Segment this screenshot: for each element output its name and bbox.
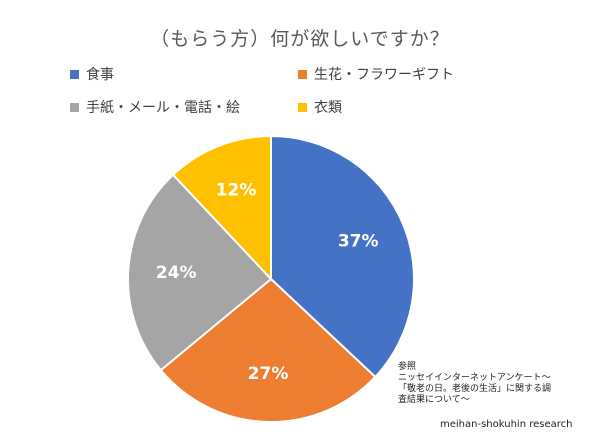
legend-item-clothing: 衣類: [298, 97, 550, 117]
legend-swatch-clothing: [298, 102, 307, 112]
legend-label-flowers: 生花・フラワーギフト: [314, 67, 454, 83]
chart-legend: 食事 生花・フラワーギフト 手紙・メール・電話・絵 衣類: [70, 64, 550, 117]
pie-slice-letters: [127, 173, 273, 372]
chart-title: （もらう方）何が欲しいですか？: [150, 28, 450, 50]
data-label-meal: 37%: [338, 231, 379, 251]
legend-swatch-meal: [70, 69, 79, 79]
source-line: ニッセイインターネットアンケート～: [398, 373, 551, 383]
legend-label-letters: 手紙・メール・電話・絵: [86, 100, 240, 116]
source-line: 参照: [398, 362, 417, 372]
pie-slice-meal: [270, 134, 415, 379]
legend-item-flowers: 生花・フラワーギフト: [298, 64, 550, 84]
legend-label-clothing: 衣類: [314, 100, 342, 116]
legend-swatch-flowers: [298, 69, 307, 79]
legend-swatch-letters: [70, 102, 79, 112]
data-label-letters: 24%: [156, 263, 197, 283]
credit-text: meihan-shokuhin research: [440, 419, 573, 430]
pie-slice-flowers: [159, 277, 377, 423]
source-note: 参照 ニッセイインターネットアンケート～ 「敬老の日。老後の生活」に関する調 査…: [398, 362, 598, 406]
data-label-clothing: 12%: [216, 181, 257, 201]
source-line: 査結果について～: [398, 395, 470, 405]
legend-item-meal: 食事: [70, 64, 298, 84]
pie-slice-clothing: [171, 134, 272, 282]
source-line: 「敬老の日。老後の生活」に関する調: [398, 384, 552, 394]
legend-label-meal: 食事: [86, 67, 114, 83]
data-label-flowers: 27%: [248, 364, 289, 384]
legend-item-letters: 手紙・メール・電話・絵: [70, 97, 298, 117]
